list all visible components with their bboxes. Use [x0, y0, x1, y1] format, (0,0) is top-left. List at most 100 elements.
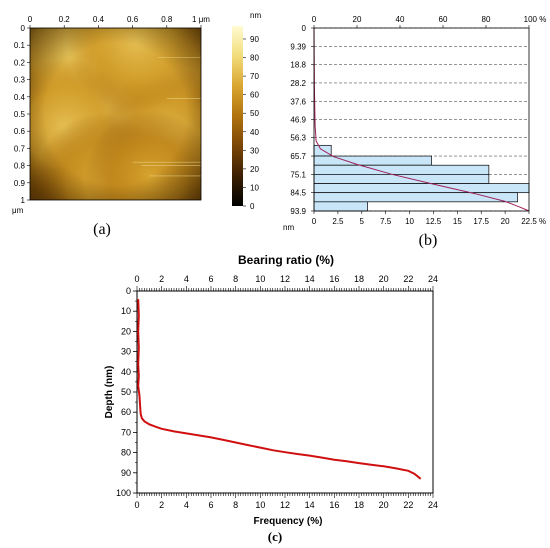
colorbar-tick-label: 40	[250, 128, 259, 137]
bearing-frame	[136, 290, 434, 494]
bearing-top-tick-label: 6	[208, 274, 213, 284]
panel-label-c: (c)	[268, 529, 282, 544]
bearing-top-title: Bearing ratio (%)	[238, 253, 334, 267]
afm-height-map	[30, 28, 201, 200]
histogram-y-tick-label: 93.9	[290, 207, 306, 216]
afm-edge-shading	[30, 28, 201, 200]
colorbar-tick-label: 60	[250, 91, 259, 100]
histogram-top-tick-label: 20	[353, 15, 362, 24]
panel-label-b: (b)	[419, 232, 438, 249]
bearing-y-tick-label: 90	[121, 468, 131, 478]
colorbar-tick-label: 80	[250, 54, 259, 63]
bearing-y-tick-label: 30	[121, 347, 131, 357]
histogram-y-tick-label: 37.6	[290, 97, 306, 106]
histogram-y-tick-label: 56.3	[290, 134, 306, 143]
colorbar-tick-label: 50	[250, 109, 259, 118]
bearing-y-ticks: 0 10 20 30 40 50 60 70 80 90 100	[116, 286, 137, 498]
bearing-bottom-tick-label: 16	[329, 500, 339, 510]
colorbar-tick-label: 0	[250, 202, 255, 211]
bearing-bottom-tick-label: 18	[354, 500, 364, 510]
bearing-bottom-tick-label: 8	[233, 500, 238, 510]
histogram-bar	[313, 201, 368, 212]
colorbar-tick-label: 20	[250, 165, 259, 174]
histogram-top-tick-label: 80	[482, 15, 491, 24]
afm-x-tick-label: 0.2	[59, 15, 71, 24]
histogram-bottom-tick-label: 20	[501, 217, 510, 226]
histogram-bottom-tick-label: 10	[405, 217, 414, 226]
histogram-y-tick-label: 46.9	[290, 115, 306, 124]
bearing-top-ticks: 0 2 4 6 8 10 12 14 16 18 20 22 24	[134, 274, 438, 291]
colorbar	[232, 26, 243, 206]
bearing-y-tick-label: 0	[126, 286, 131, 296]
bearing-top-tick-label: 20	[379, 274, 389, 284]
histogram-bottom-tick-label: 17.5	[473, 217, 489, 226]
bearing-top-tick-label: 24	[428, 274, 438, 284]
bearing-bottom-tick-label: 0	[134, 500, 139, 510]
histogram-y-tick-label: 84.5	[290, 189, 306, 198]
bearing-top-tick-label: 14	[305, 274, 315, 284]
histogram-bottom-tick-label: 22.5	[521, 217, 537, 226]
bearing-y-tick-label: 100	[116, 488, 131, 498]
bearing-y-tick-label: 20	[121, 326, 131, 336]
bearing-bottom-tick-label: 6	[208, 500, 213, 510]
afm-y-tick-label: 0	[21, 24, 26, 33]
afm-y-tick-label: 0.7	[14, 144, 26, 153]
bearing-bottom-tick-label: 20	[379, 500, 389, 510]
bearing-bottom-tick-label: 14	[305, 500, 315, 510]
afm-x-tick-label: 0.8	[161, 15, 173, 24]
histogram-y-tick-label: 9.39	[290, 42, 306, 51]
panel-a-afm-image: 0 0.2 0.4 0.6 0.8 1 μm 0 0.1 0.2 0.3 0.4 0.5 0.6 0.7…	[12, 11, 261, 238]
histogram-bar	[313, 192, 518, 203]
afm-y-tick-label: 0.8	[14, 162, 26, 171]
bearing-top-tick-label: 2	[159, 274, 164, 284]
bearing-bottom-tick-label: 10	[255, 500, 265, 510]
histogram-top-tick-label: 0	[312, 15, 317, 24]
histogram-bar	[313, 174, 490, 184]
bearing-top-tick-label: 10	[255, 274, 265, 284]
histogram-bottom-ticks: 0 2.5 5 7.5 10 12.5 15 17.5 20 22.5%	[312, 211, 546, 226]
panel-b-histogram: 0 20 40 60 80 100 % 0 2.5 5 7.5 10 12.5 15 17.5 20 22.…	[283, 15, 546, 249]
histogram-y-tick-label: 75.1	[290, 170, 306, 179]
afm-y-tick-label: 0.6	[14, 127, 26, 136]
colorbar-tick-label: 90	[250, 35, 259, 44]
afm-x-tick-label: 1 μm	[192, 15, 210, 24]
bearing-top-tick-label: 18	[354, 274, 364, 284]
panel-c-bearing-ratio: 0 2 4 6 8 10 12 14 16 18 20 22 24 0 2 4 6 8 10 12 14 16 18 20 2…	[104, 253, 438, 544]
afm-y-tick-label: 0.2	[14, 58, 26, 67]
afm-y-ticks: 0 0.1 0.2 0.3 0.4 0.5 0.6 0.7 0.8 0.9 1	[14, 24, 30, 205]
histogram-bottom-tick-label: 0	[312, 217, 317, 226]
bearing-y-label: Depth (nm)	[104, 366, 115, 419]
histogram-bottom-tick-label: 5	[360, 217, 365, 226]
histogram-bar	[313, 164, 490, 175]
bearing-y-tick-label: 80	[121, 448, 131, 458]
bearing-bottom-ticks: 0 2 4 6 8 10 12 14 16 18 20 22 24	[134, 493, 438, 510]
bearing-bottom-tick-label: 24	[428, 500, 438, 510]
bearing-curve	[313, 27, 530, 212]
bearing-y-tick-label: 40	[121, 367, 131, 377]
histogram-bottom-tick-label: 15	[453, 217, 462, 226]
histogram-y-tick-label: 0	[302, 24, 307, 33]
bearing-top-tick-label: 22	[403, 274, 413, 284]
panel-label-a: (a)	[93, 221, 111, 238]
afm-y-unit: μm	[12, 206, 24, 215]
bearing-bottom-tick-label: 2	[159, 500, 164, 510]
colorbar-ticks: 90 80 70 60 50 40 30 20 10 0	[243, 35, 259, 211]
afm-y-tick-label: 0.1	[14, 41, 26, 50]
histogram-top-ticks: 0 20 40 60 80 100 %	[312, 15, 547, 28]
colorbar-tick-label: 70	[250, 72, 259, 81]
colorbar-unit: nm	[250, 11, 261, 20]
histogram-bar	[313, 183, 530, 194]
histogram-bottom-tick-label: 2.5	[332, 217, 344, 226]
histogram-y-tick-label: 28.2	[290, 79, 306, 88]
afm-x-ticks: 0 0.2 0.4 0.6 0.8 1 μm	[28, 15, 210, 28]
histogram-y-unit: nm	[283, 223, 294, 232]
histogram-bottom-tick-label: 7.5	[380, 217, 392, 226]
afm-x-tick-label: 0.4	[93, 15, 105, 24]
histogram-y-tick-label: 18.8	[290, 61, 306, 70]
bearing-x-label: Frequency (%)	[254, 516, 323, 527]
histogram-top-tick-label: 100 %	[524, 15, 547, 24]
bearing-top-tick-label: 16	[329, 274, 339, 284]
histogram-top-tick-label: 60	[439, 15, 448, 24]
afm-x-tick-label: 0	[28, 15, 33, 24]
